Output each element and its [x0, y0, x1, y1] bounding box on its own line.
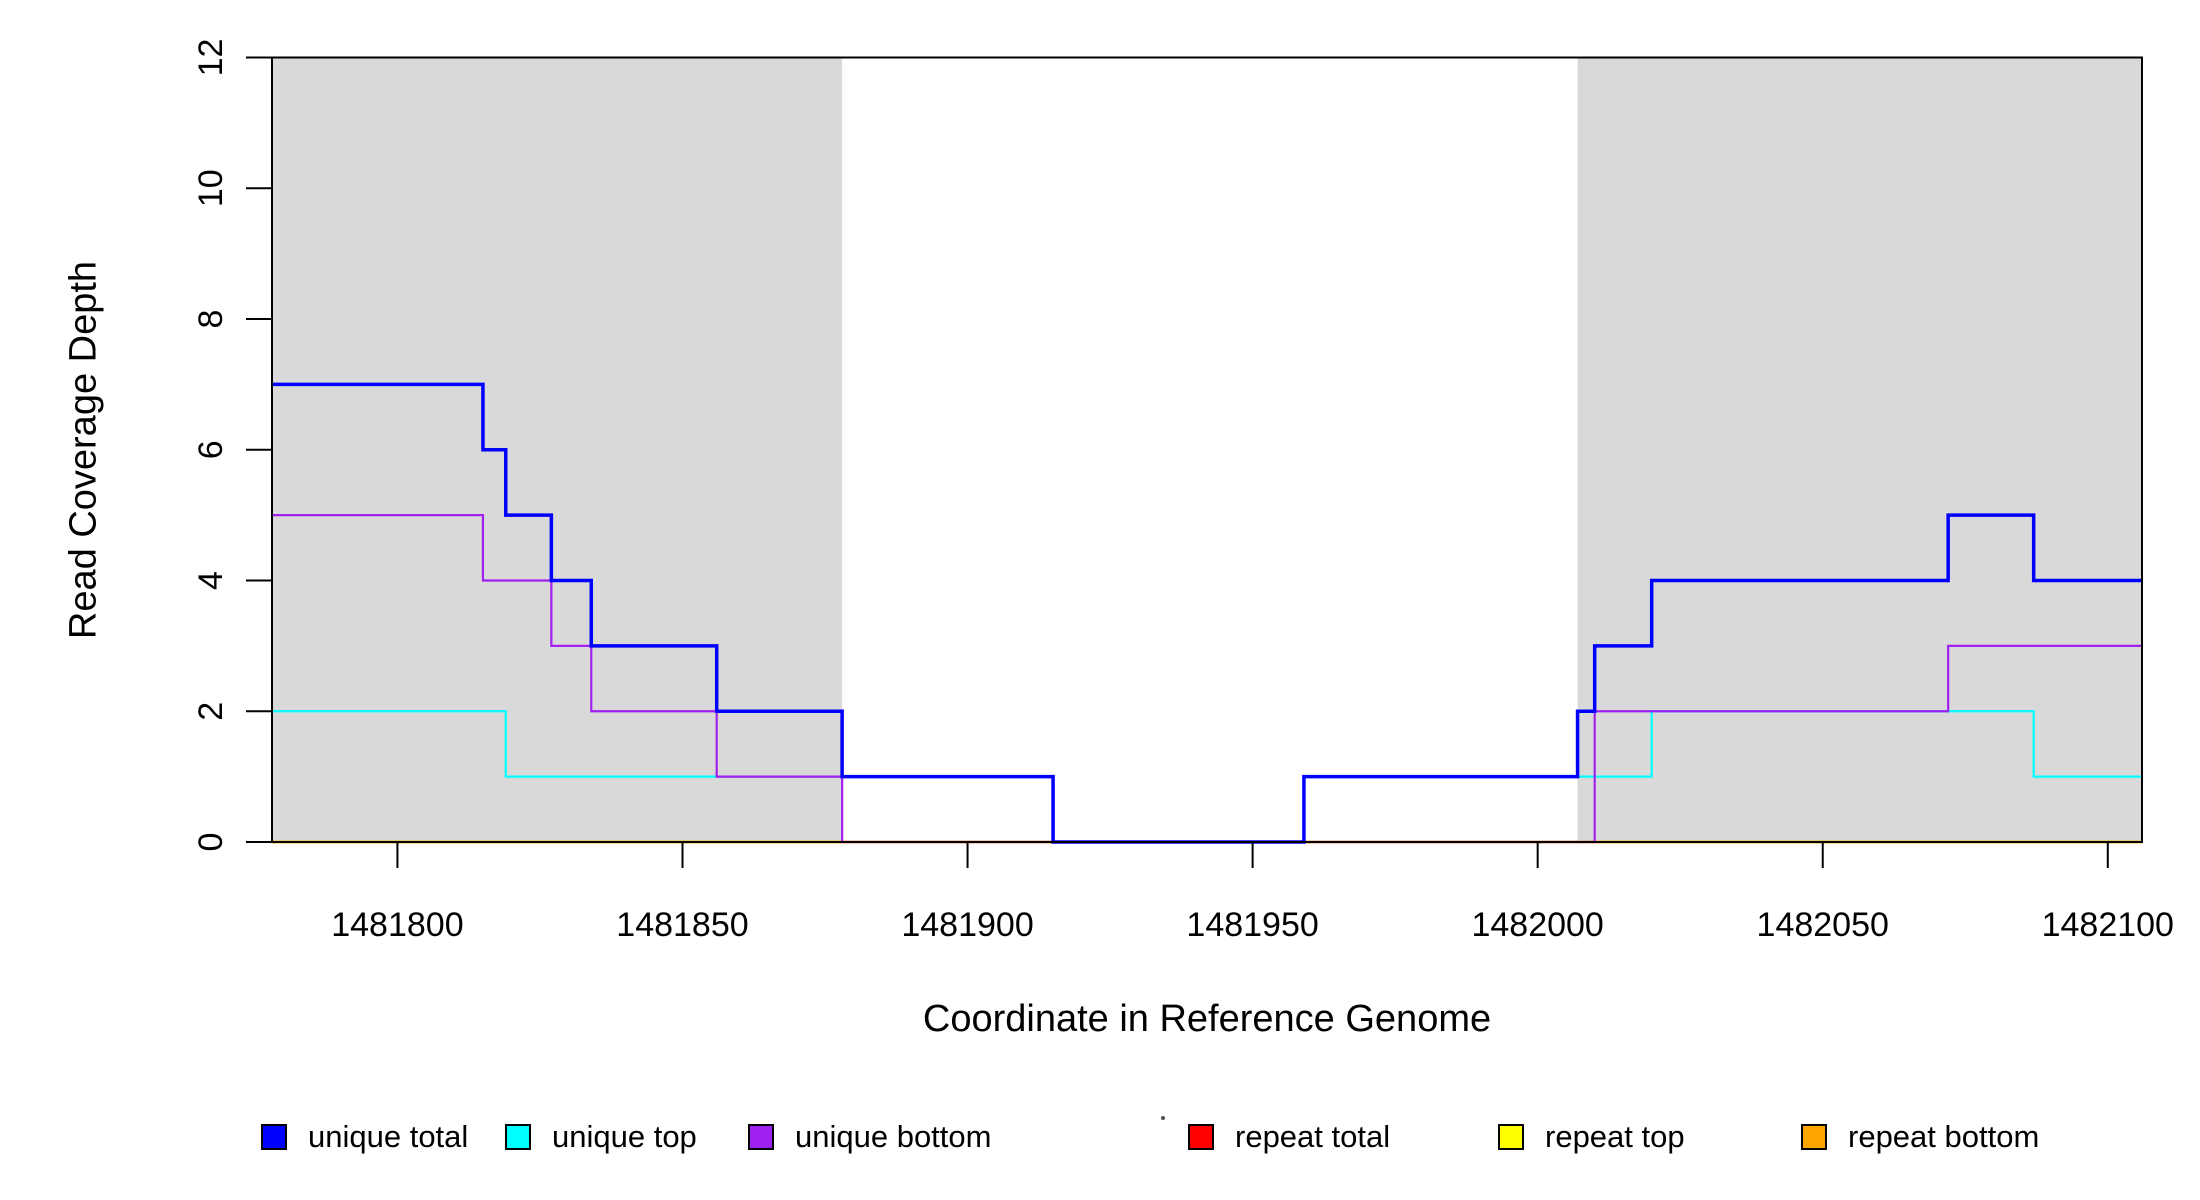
- legend-item-repeat-total: repeat total: [1188, 1119, 1390, 1155]
- y-tick-label: 0: [192, 833, 230, 852]
- legend-item-repeat-bottom: repeat bottom: [1801, 1119, 2039, 1155]
- legend-label-repeat-bottom: repeat bottom: [1848, 1119, 2040, 1154]
- stray-mark-dot: [1161, 1116, 1165, 1120]
- legend-swatch-repeat-top: [1498, 1124, 1524, 1150]
- x-tick-label: 1481800: [331, 906, 463, 944]
- legend-swatch-unique-top: [505, 1124, 531, 1150]
- x-tick-label: 1482050: [1757, 906, 1889, 944]
- legend-item-unique-bottom: unique bottom: [748, 1119, 991, 1155]
- legend-item-repeat-top: repeat top: [1498, 1119, 1685, 1155]
- series-line-unique-bottom: [272, 514, 2142, 844]
- y-tick-label: 6: [192, 440, 230, 459]
- legend-swatch-unique-bottom: [748, 1124, 774, 1150]
- y-tick-label: 10: [192, 169, 230, 207]
- x-axis-title: Coordinate in Reference Genome: [922, 998, 1492, 1040]
- y-tick-label: 2: [192, 702, 230, 721]
- y-tick-label: 12: [192, 39, 230, 77]
- x-tick-label: 1482000: [1471, 906, 1603, 944]
- legend-swatch-unique-total: [261, 1124, 287, 1150]
- y-tick-label: 8: [192, 310, 230, 329]
- shaded-region: [272, 57, 843, 842]
- legend-label-repeat-total: repeat total: [1235, 1119, 1391, 1154]
- series-line-unique-total: [272, 382, 2142, 844]
- x-tick-label: 1481850: [616, 906, 748, 944]
- legend-item-unique-top: unique top: [505, 1119, 697, 1155]
- legend-swatch-repeat-total: [1188, 1124, 1214, 1150]
- legend-label-unique-total: unique total: [308, 1119, 469, 1154]
- y-axis-title: Read Coverage Depth: [62, 260, 105, 640]
- y-tick-label: 4: [192, 571, 230, 590]
- x-tick-label: 1482100: [2042, 906, 2174, 944]
- legend-label-unique-bottom: unique bottom: [795, 1119, 992, 1154]
- shaded-region: [1577, 57, 2142, 842]
- legend-swatch-repeat-bottom: [1801, 1124, 1827, 1150]
- x-tick-label: 1481950: [1186, 906, 1318, 944]
- legend-label-repeat-top: repeat top: [1545, 1119, 1685, 1154]
- legend-item-unique-total: unique total: [261, 1119, 468, 1155]
- legend-label-unique-top: unique top: [552, 1119, 697, 1154]
- x-tick-label: 1481900: [901, 906, 1033, 944]
